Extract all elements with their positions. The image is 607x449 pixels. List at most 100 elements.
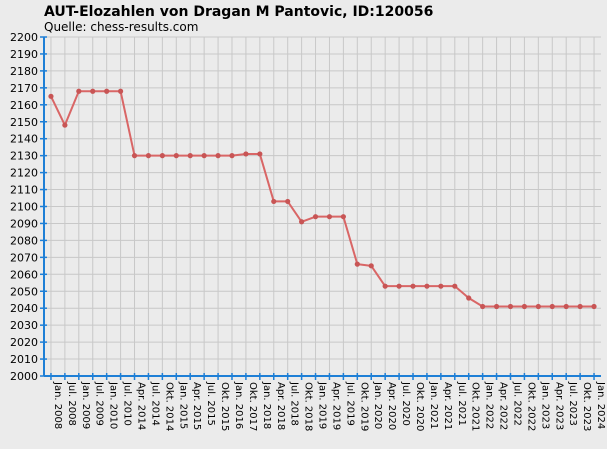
x-tick-label: Okt. 2015 bbox=[219, 382, 230, 431]
x-tick-label: Jan. 2016 bbox=[233, 381, 244, 429]
x-tick-label: Apr. 2020 bbox=[386, 382, 397, 430]
y-tick-label: 2190 bbox=[10, 48, 38, 61]
data-point bbox=[577, 303, 583, 310]
x-tick-label: Okt. 2020 bbox=[414, 382, 425, 431]
y-tick-label: 2010 bbox=[10, 353, 38, 366]
x-tick-label: Jan. 2023 bbox=[539, 381, 550, 429]
data-point bbox=[201, 153, 207, 159]
data-point bbox=[285, 198, 291, 205]
x-tick-label: Jan. 2010 bbox=[108, 381, 119, 429]
data-point bbox=[466, 295, 472, 301]
data-point bbox=[117, 88, 124, 94]
data-point bbox=[299, 219, 305, 225]
x-tick-label: Jul. 2015 bbox=[205, 381, 216, 426]
x-tick-label: Jan. 2022 bbox=[484, 381, 495, 429]
data-point bbox=[382, 283, 388, 289]
x-tick-label: Okt. 2023 bbox=[581, 382, 592, 431]
x-tick-label: Apr. 2022 bbox=[498, 382, 509, 430]
x-tick-label: Jan. 2020 bbox=[372, 381, 383, 429]
data-point bbox=[76, 88, 82, 94]
y-tick-label: 2000 bbox=[10, 370, 38, 383]
y-tick-label: 2050 bbox=[10, 285, 38, 298]
grid bbox=[44, 36, 601, 377]
data-point bbox=[257, 151, 263, 157]
x-tick-label: Jul. 2019 bbox=[344, 381, 355, 426]
series-line bbox=[50, 90, 595, 308]
data-point bbox=[480, 303, 486, 310]
data-point bbox=[271, 198, 277, 205]
data-point bbox=[438, 283, 444, 289]
y-tick-label: 2140 bbox=[10, 133, 38, 146]
data-point bbox=[173, 153, 179, 159]
x-tick-label: Jul. 2023 bbox=[567, 381, 578, 426]
data-point bbox=[48, 93, 54, 99]
y-tick-label: 2040 bbox=[10, 302, 38, 315]
y-tick-label: 2080 bbox=[10, 234, 38, 247]
data-point bbox=[62, 122, 68, 128]
y-tick-label: 2030 bbox=[10, 319, 38, 332]
x-tick-label: Jan. 2015 bbox=[177, 381, 188, 429]
x-tick-label: Jan. 2018 bbox=[261, 381, 272, 429]
y-tick-label: 2070 bbox=[10, 251, 38, 264]
y-tick-label: 2170 bbox=[10, 82, 38, 95]
data-point bbox=[368, 263, 374, 269]
x-tick-label: Jul. 2009 bbox=[94, 381, 105, 426]
chart-subtitle: Quelle: chess-results.com bbox=[44, 20, 198, 34]
data-point bbox=[521, 303, 528, 310]
x-tick-label: Okt. 2017 bbox=[247, 382, 258, 431]
data-point bbox=[563, 303, 569, 310]
data-point bbox=[591, 303, 597, 310]
x-tick-label: Jul. 2020 bbox=[400, 381, 411, 426]
y-tick-label: 2120 bbox=[10, 167, 38, 180]
x-tick-label: Apr. 2019 bbox=[330, 382, 341, 430]
data-point bbox=[229, 153, 235, 159]
x-tick-label: Okt. 2014 bbox=[163, 382, 174, 431]
data-point bbox=[493, 303, 500, 310]
y-tick-label: 2200 bbox=[10, 31, 38, 44]
series-layer bbox=[48, 88, 597, 310]
axes: 2000 2010 2020 2030 2040 2050 2060 2070 2080 2090… bbox=[10, 31, 606, 431]
data-point bbox=[340, 214, 346, 220]
data-point bbox=[243, 151, 249, 157]
data-point bbox=[145, 153, 152, 159]
data-point bbox=[187, 153, 193, 159]
y-tick-label: 2160 bbox=[10, 99, 38, 112]
x-tick-label: Jul. 2022 bbox=[511, 381, 522, 426]
y-tick-label: 2110 bbox=[10, 184, 38, 197]
x-tick-label: Jan. 2009 bbox=[80, 381, 91, 429]
y-tick-label: 2180 bbox=[10, 65, 38, 78]
data-point bbox=[507, 303, 514, 310]
data-point bbox=[215, 153, 221, 159]
x-tick-label: Jul. 2014 bbox=[149, 381, 160, 426]
y-tick-label: 2130 bbox=[10, 150, 38, 163]
x-tick-label: Apr. 2015 bbox=[191, 382, 202, 430]
x-tick-label: Jul. 2010 bbox=[122, 381, 133, 426]
data-point bbox=[90, 88, 96, 94]
x-tick-label: Apr. 2018 bbox=[275, 382, 286, 430]
x-tick-label: Jan. 2008 bbox=[52, 381, 63, 429]
x-tick-label: Apr. 2023 bbox=[553, 382, 564, 430]
data-point bbox=[131, 153, 138, 159]
y-tick-label: 2150 bbox=[10, 116, 38, 129]
x-tick-label: Jan. 2024 bbox=[595, 381, 606, 429]
data-point bbox=[104, 88, 110, 94]
data-point bbox=[159, 153, 165, 159]
data-point bbox=[535, 303, 541, 310]
data-point bbox=[410, 283, 416, 289]
y-tick-label: 2020 bbox=[10, 336, 38, 349]
x-tick-label: Apr. 2021 bbox=[442, 382, 453, 430]
chart-title: AUT-Elozahlen von Dragan M Pantovic, ID:… bbox=[44, 4, 433, 20]
data-point bbox=[326, 214, 333, 220]
x-tick-label: Okt. 2022 bbox=[525, 382, 536, 431]
y-tick-label: 2100 bbox=[10, 201, 38, 214]
x-tick-label: Jul. 2008 bbox=[66, 381, 77, 426]
data-point bbox=[312, 214, 319, 220]
data-point bbox=[354, 261, 360, 267]
data-point bbox=[549, 303, 555, 310]
data-point bbox=[396, 283, 402, 289]
x-tick-label: Jan. 2019 bbox=[317, 381, 328, 429]
y-tick-label: 2090 bbox=[10, 217, 38, 230]
x-tick-label: Jul. 2021 bbox=[456, 381, 467, 426]
